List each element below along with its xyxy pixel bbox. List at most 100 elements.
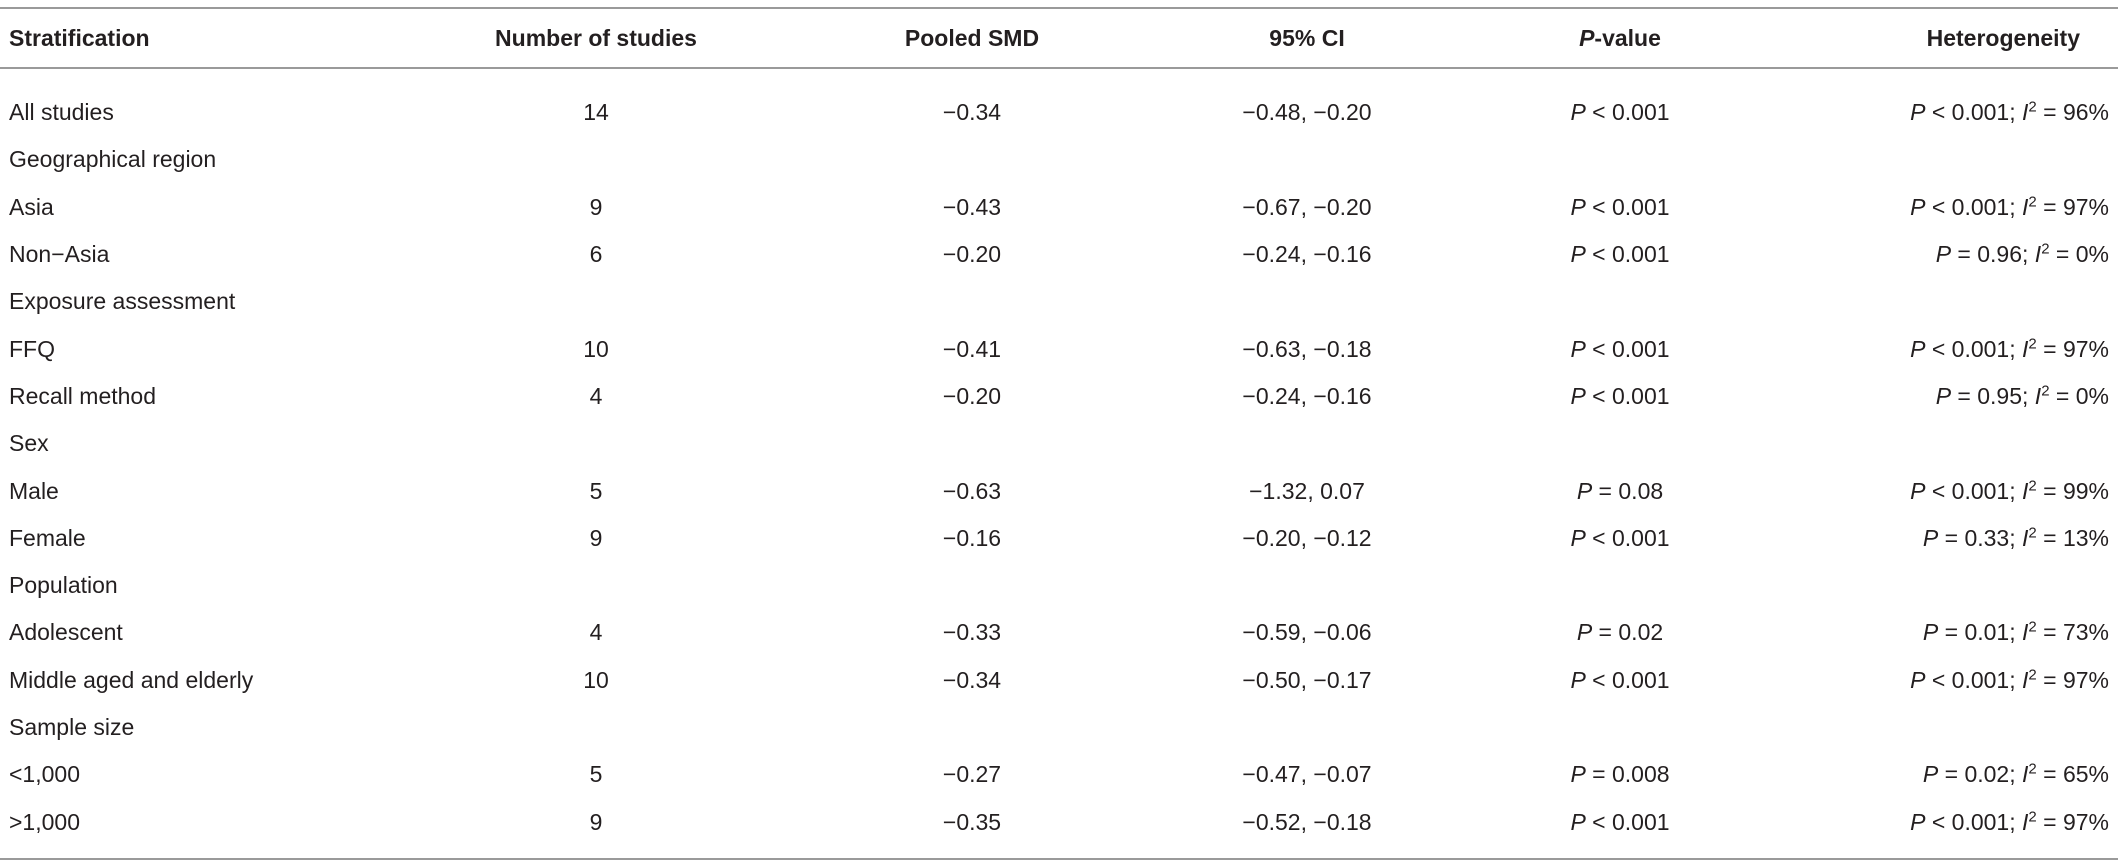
- cell: P < 0.001; I2 = 96%: [1778, 89, 2118, 136]
- cell: 4: [589, 382, 603, 409]
- text: = 97%: [2036, 335, 2109, 362]
- cell: FFQ: [9, 335, 55, 362]
- cell: −0.24, −0.16: [1242, 241, 1372, 268]
- text: < 0.001: [1585, 335, 1670, 362]
- text: < 0.001: [1585, 808, 1670, 835]
- section-row: Sample size: [0, 704, 2118, 751]
- cell: P < 0.001: [1462, 89, 1778, 136]
- italic-text: P: [1570, 666, 1586, 693]
- superscript: 2: [2028, 666, 2037, 684]
- italic-text: P: [1579, 24, 1595, 51]
- cell: P < 0.001; I2 = 97%: [1778, 325, 2118, 372]
- cell: Male: [9, 477, 59, 504]
- superscript: 2: [2028, 618, 2037, 636]
- section-row: Geographical region: [0, 136, 2118, 183]
- cell: −0.52, −0.18: [1242, 808, 1372, 835]
- table-container: Stratification Number of studies Pooled SM…: [0, 7, 2118, 860]
- cell: 10: [583, 335, 609, 362]
- section-label: Exposure assessment: [9, 288, 236, 315]
- italic-text: P: [1910, 335, 1926, 362]
- cell: All studies: [9, 99, 114, 126]
- spacer: [0, 68, 2118, 89]
- text: < 0.001: [1585, 193, 1670, 220]
- italic-text: I: [2022, 524, 2029, 551]
- text: < 0.001: [1585, 666, 1670, 693]
- superscript: 2: [2028, 98, 2037, 116]
- italic-text: P: [1935, 241, 1952, 268]
- cell: −0.24, −0.16: [1242, 382, 1372, 409]
- italic-text: P: [1570, 193, 1586, 220]
- italic-text: I: [2022, 335, 2029, 362]
- cell: P < 0.001: [1462, 184, 1778, 231]
- data-row: FFQ 10 −0.41 −0.63, −0.18 P < 0.001 P < 0.001…: [0, 325, 2118, 372]
- cell: −0.34: [942, 99, 1002, 126]
- cell: P < 0.001; I2 = 97%: [1778, 798, 2118, 845]
- italic-text: P: [1910, 666, 1926, 693]
- cell: Recall method: [9, 382, 157, 409]
- superscript: 2: [2028, 193, 2037, 211]
- cell: −0.20: [942, 382, 1002, 409]
- text: < 0.001;: [1925, 99, 2023, 126]
- italic-text: P: [1910, 808, 1926, 835]
- text: = 65%: [2036, 761, 2109, 788]
- text: = 0.02: [1592, 619, 1664, 646]
- text: = 0%: [2049, 382, 2109, 409]
- cell: −0.41: [942, 335, 1002, 362]
- superscript: 2: [2041, 382, 2050, 400]
- text: < 0.001: [1585, 99, 1670, 126]
- cell: Female: [9, 524, 86, 551]
- text: < 0.001;: [1925, 666, 2023, 693]
- italic-text: P: [1570, 335, 1586, 362]
- cell: Adolescent: [9, 619, 123, 646]
- italic-text: P: [1570, 382, 1586, 409]
- cell: P = 0.96; I2 = 0%: [1778, 231, 2118, 278]
- italic-text: I: [2022, 808, 2029, 835]
- cell: −0.34: [942, 666, 1002, 693]
- text: = 0.96;: [1951, 241, 2035, 268]
- section-label: Sample size: [9, 714, 135, 740]
- section-label: Geographical region: [9, 146, 217, 173]
- superscript: 2: [2028, 476, 2037, 494]
- cell: P = 0.02: [1462, 609, 1778, 656]
- data-row: Adolescent 4 −0.33 −0.59, −0.06 P = 0.02 P = …: [0, 609, 2118, 656]
- text: < 0.001;: [1925, 477, 2023, 504]
- superscript: 2: [2028, 760, 2037, 778]
- column-header: Stratification: [0, 8, 400, 69]
- italic-text: I: [2022, 761, 2029, 788]
- cell: P = 0.95; I2 = 0%: [1778, 373, 2118, 420]
- cell: >1,000: [9, 808, 80, 835]
- text: = 0.01;: [1938, 619, 2023, 646]
- spacer-cell: [0, 846, 2118, 859]
- text: = 0.02;: [1938, 761, 2023, 788]
- italic-text: I: [2022, 619, 2029, 646]
- cell: Non−Asia: [9, 241, 110, 268]
- text: = 73%: [2036, 619, 2109, 646]
- cell: −0.20: [942, 241, 1002, 268]
- italic-text: I: [2022, 99, 2029, 126]
- column-header: Pooled SMD: [792, 8, 1152, 69]
- italic-text: P: [1570, 99, 1586, 126]
- cell: 14: [583, 99, 609, 126]
- cell: 10: [583, 666, 609, 693]
- italic-text: P: [1935, 382, 1952, 409]
- cell: Asia: [9, 193, 54, 220]
- data-row: <1,000 5 −0.27 −0.47, −0.07 P = 0.008 P = 0.0…: [0, 751, 2118, 798]
- cell: P < 0.001: [1462, 231, 1778, 278]
- cell: P < 0.001: [1462, 373, 1778, 420]
- cell: −0.16: [942, 524, 1002, 551]
- cell: −0.20, −0.12: [1242, 524, 1372, 551]
- italic-text: I: [2034, 382, 2042, 409]
- italic-text: P: [1570, 808, 1586, 835]
- cell: −0.63: [942, 477, 1002, 504]
- italic-text: P: [1910, 477, 1926, 504]
- cell: P < 0.001: [1462, 325, 1778, 372]
- italic-text: P: [1910, 193, 1926, 220]
- cell: P = 0.01; I2 = 73%: [1778, 609, 2118, 656]
- cell: P < 0.001: [1462, 515, 1778, 562]
- cell: −0.63, −0.18: [1242, 335, 1372, 362]
- text: < 0.001;: [1925, 335, 2023, 362]
- italic-text: I: [2022, 477, 2029, 504]
- text: < 0.001: [1585, 241, 1670, 268]
- italic-text: P: [1570, 524, 1586, 551]
